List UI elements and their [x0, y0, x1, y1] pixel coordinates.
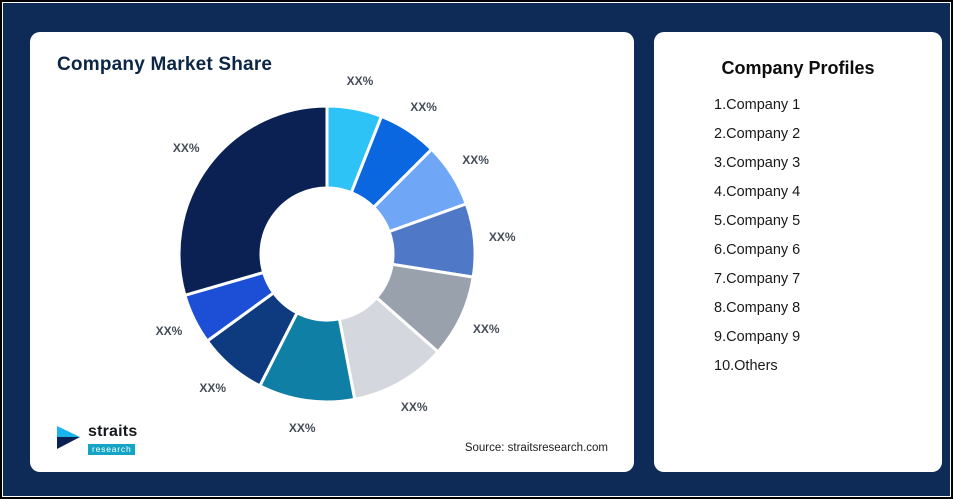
chart-title: Company Market Share: [57, 54, 273, 75]
company-profile-item: 2.Company 2: [714, 126, 801, 142]
straits-logo-icon: [54, 423, 82, 456]
source-attribution: Source: straitsresearch.com: [464, 442, 608, 454]
company-profile-item: 1.Company 1: [714, 97, 801, 113]
company-profile-item: 7.Company 7: [714, 271, 801, 287]
company-profile-item: 3.Company 3: [714, 155, 801, 171]
company-profile-item: 8.Company 8: [714, 300, 801, 316]
company-profile-item: 6.Company 6: [714, 242, 801, 258]
company-profile-item: 4.Company 4: [714, 184, 801, 200]
profiles-title: Company Profiles: [721, 58, 875, 78]
logo-brand-text: straits: [88, 422, 138, 440]
straits-logo-text: straits research: [88, 422, 138, 456]
company-profiles-list: 1.Company 1 2.Company 2 3.Company 3 4.Compa…: [654, 97, 942, 374]
market-share-card: Company Market Share XX% XX% XX% XX% XX% XX% X…: [30, 32, 634, 472]
company-profile-item: 5.Company 5: [714, 213, 801, 229]
donut-segment: [177, 104, 329, 297]
donut-chart-svg: [177, 104, 477, 404]
straits-research-logo: straits research: [54, 423, 137, 456]
donut-chart: XX% XX% XX% XX% XX% XX% XX% XX% XX% XX%: [107, 64, 547, 444]
company-profile-item: 9.Company 9: [714, 329, 801, 345]
logo-sub-text: research: [88, 443, 136, 455]
company-profile-item: 10.Others: [714, 358, 778, 374]
company-profiles-card: Company Profiles 1.Company 1 2.Company 2 3…: [654, 32, 942, 472]
